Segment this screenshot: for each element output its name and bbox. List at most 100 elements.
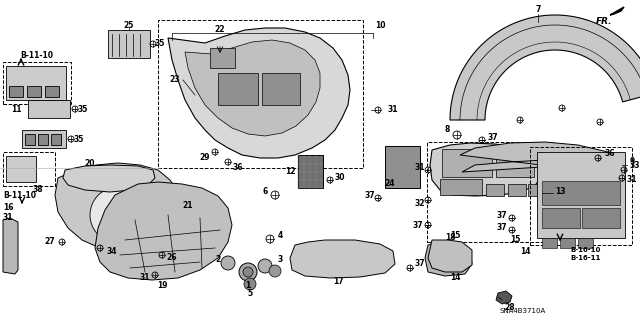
Text: 36: 36 <box>233 164 243 173</box>
Bar <box>9 86 23 97</box>
Text: 32: 32 <box>415 198 425 207</box>
Polygon shape <box>430 143 542 196</box>
Circle shape <box>239 263 257 281</box>
Bar <box>218 73 258 105</box>
Text: 30: 30 <box>335 174 345 182</box>
Text: 5: 5 <box>248 288 253 298</box>
Bar <box>542 238 557 248</box>
Text: 22: 22 <box>215 26 225 34</box>
Bar <box>108 30 150 58</box>
Polygon shape <box>450 15 640 120</box>
Text: 29: 29 <box>200 153 211 162</box>
Text: 19: 19 <box>157 280 167 290</box>
Text: 16: 16 <box>3 204 13 212</box>
Bar <box>496 149 534 177</box>
Bar <box>6 156 36 182</box>
Polygon shape <box>3 218 18 274</box>
Bar <box>542 181 620 205</box>
Bar <box>22 130 66 148</box>
Circle shape <box>90 187 146 243</box>
Polygon shape <box>290 240 395 278</box>
Bar <box>542 208 580 228</box>
Text: B-11-10: B-11-10 <box>20 51 54 61</box>
Bar <box>442 149 492 177</box>
Text: 34: 34 <box>107 248 117 256</box>
Text: 10: 10 <box>375 21 385 31</box>
Text: 7: 7 <box>535 5 541 14</box>
Text: 31: 31 <box>415 162 425 172</box>
Bar <box>210 48 235 68</box>
Bar <box>3 152 55 186</box>
Bar <box>578 238 593 248</box>
Text: 38: 38 <box>33 186 44 195</box>
Bar <box>158 20 363 168</box>
Text: 35: 35 <box>74 135 84 144</box>
Circle shape <box>136 184 168 216</box>
Text: 31: 31 <box>627 175 637 184</box>
Text: 37: 37 <box>488 133 499 143</box>
Text: 15: 15 <box>510 235 520 244</box>
Text: 4: 4 <box>277 231 283 240</box>
Circle shape <box>269 265 281 277</box>
Text: 37: 37 <box>497 224 508 233</box>
Text: 31: 31 <box>140 273 150 283</box>
Text: 3: 3 <box>277 256 283 264</box>
Circle shape <box>244 278 256 290</box>
Polygon shape <box>460 142 622 175</box>
Text: 9: 9 <box>629 158 635 167</box>
Text: 12: 12 <box>285 167 295 176</box>
Text: 15: 15 <box>450 231 460 240</box>
Text: 18: 18 <box>445 233 455 241</box>
Bar <box>3 62 71 104</box>
Polygon shape <box>428 240 472 272</box>
Polygon shape <box>168 28 350 158</box>
Text: 21: 21 <box>183 201 193 210</box>
Polygon shape <box>55 163 180 252</box>
Text: 35: 35 <box>78 105 88 114</box>
Text: 37: 37 <box>365 190 375 199</box>
Bar <box>45 86 59 97</box>
Text: SNA4B3710A: SNA4B3710A <box>500 308 547 314</box>
Bar <box>38 134 48 145</box>
Bar <box>385 146 420 188</box>
Bar <box>6 66 66 100</box>
Bar <box>28 100 70 118</box>
Bar <box>530 147 632 245</box>
Text: 2: 2 <box>216 255 221 263</box>
Bar <box>508 184 526 196</box>
Text: 20: 20 <box>84 159 95 167</box>
Text: 13: 13 <box>555 188 565 197</box>
Polygon shape <box>63 165 155 192</box>
Text: 24: 24 <box>385 179 396 188</box>
Text: 37: 37 <box>497 211 508 219</box>
Bar <box>560 238 575 248</box>
Text: 27: 27 <box>45 238 55 247</box>
Bar <box>537 152 625 238</box>
Text: 26: 26 <box>167 254 177 263</box>
Text: B-11-10: B-11-10 <box>3 191 36 201</box>
Text: 17: 17 <box>333 278 343 286</box>
Text: 8: 8 <box>444 125 450 135</box>
Bar <box>262 73 300 105</box>
Text: B-16-11: B-16-11 <box>570 255 600 261</box>
Bar <box>51 134 61 145</box>
Text: 35: 35 <box>155 40 165 48</box>
Bar <box>27 86 41 97</box>
Polygon shape <box>185 40 320 136</box>
Text: 31: 31 <box>3 213 13 222</box>
Text: 1: 1 <box>245 280 251 290</box>
Text: 31: 31 <box>388 106 398 115</box>
Text: 23: 23 <box>170 76 180 85</box>
Text: 25: 25 <box>124 21 134 31</box>
Bar <box>298 155 323 188</box>
Text: 11: 11 <box>11 105 21 114</box>
Text: 14: 14 <box>520 248 531 256</box>
Text: 6: 6 <box>262 187 268 196</box>
Text: 33: 33 <box>630 160 640 169</box>
Text: FR.: FR. <box>596 18 612 26</box>
Circle shape <box>243 267 253 277</box>
Text: 37: 37 <box>415 259 426 269</box>
Circle shape <box>221 256 235 270</box>
Polygon shape <box>425 242 472 276</box>
Polygon shape <box>610 7 624 15</box>
